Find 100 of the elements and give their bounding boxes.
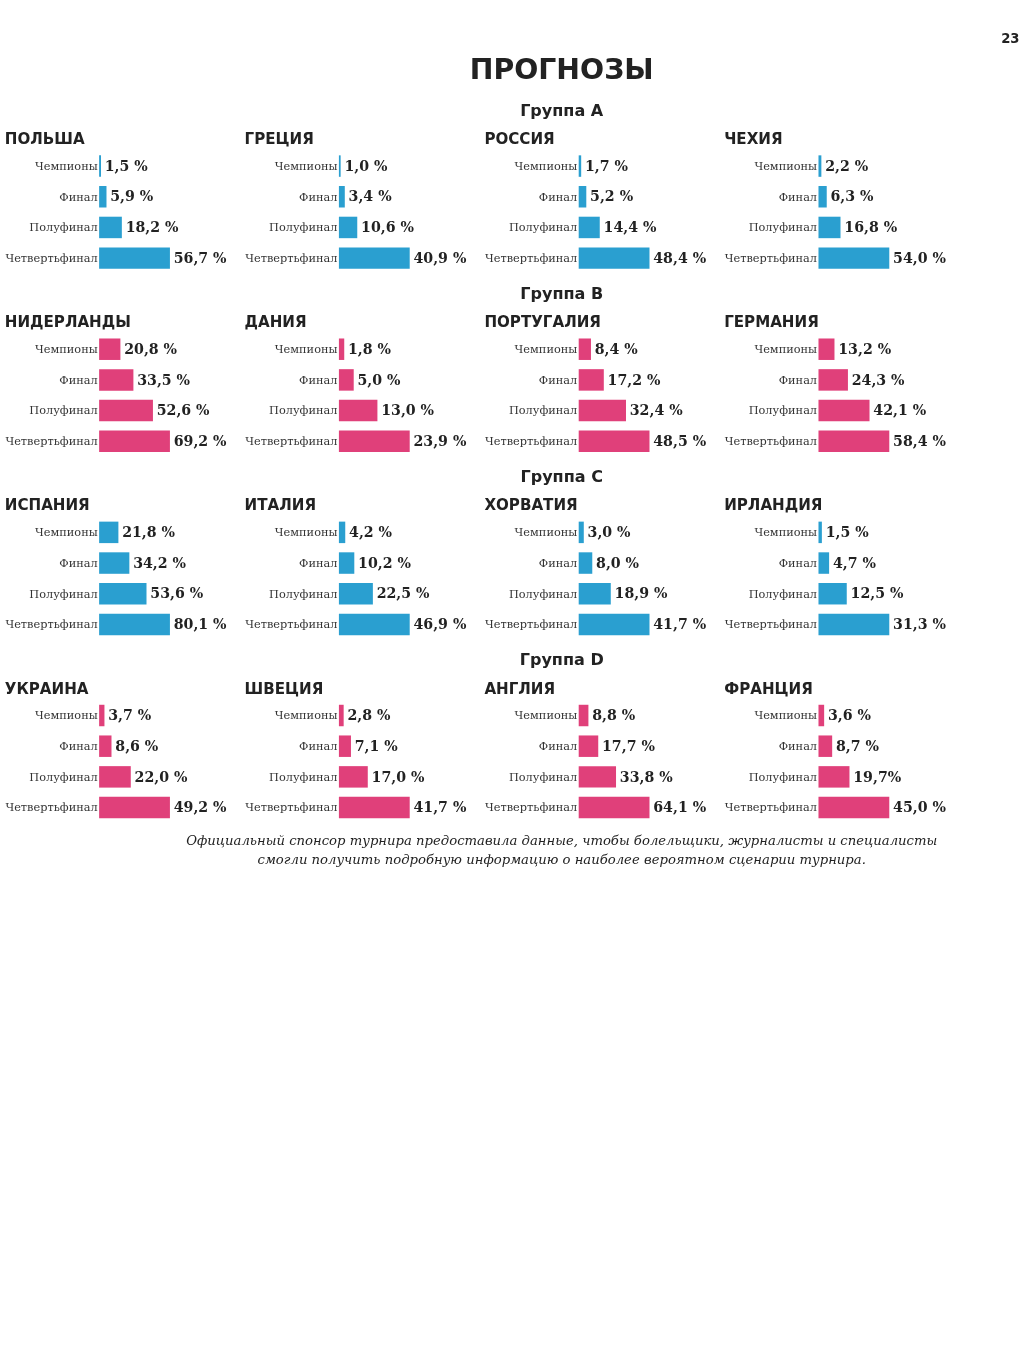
y-tick-label: Чемпионы xyxy=(754,342,818,356)
bar xyxy=(338,521,346,544)
y-tick-label: Четвертьфинал xyxy=(245,800,338,815)
y-tick-label: Четвертьфинал xyxy=(5,617,98,632)
data-label: 17,7 % xyxy=(602,737,656,754)
y-tick-label: Финал xyxy=(299,189,338,204)
data-label: 56,7 % xyxy=(173,249,228,266)
y-tick-label: Полуфинал xyxy=(29,586,98,601)
bar xyxy=(99,186,107,208)
data-label: 17,2 % xyxy=(607,371,661,388)
y-tick-label: Финал xyxy=(299,555,338,570)
y-tick-label: Чемпионы xyxy=(35,708,98,723)
y-tick-label: Полуфинал xyxy=(508,769,578,784)
y-tick-label: Чемпионы xyxy=(274,708,338,723)
bar xyxy=(99,369,134,391)
data-label: 8,4 % xyxy=(594,340,639,357)
data-label: 46,9 % xyxy=(413,616,467,633)
chart-title: ГРЕЦИЯ xyxy=(244,130,314,149)
bar xyxy=(99,521,119,544)
data-label: 5,9 % xyxy=(110,188,154,205)
bar xyxy=(818,399,870,422)
y-tick-label: Финал xyxy=(299,372,338,387)
data-label: 6,3 % xyxy=(830,188,875,205)
bar xyxy=(818,735,833,757)
data-label: 20,8 % xyxy=(124,340,178,357)
data-label: 14,4 % xyxy=(603,219,657,236)
text: ПРОГНОЗЫ xyxy=(469,52,654,86)
data-label: 33,8 % xyxy=(619,768,674,785)
y-tick-label: Полуфинал xyxy=(29,769,98,784)
y-tick-label: Четвертьфинал xyxy=(245,250,338,265)
data-label: 48,4 % xyxy=(653,249,707,266)
data-label: 22,0 % xyxy=(134,768,188,785)
y-tick-label: Чемпионы xyxy=(754,525,818,540)
y-tick-label: Полуфинал xyxy=(269,769,338,784)
y-tick-label: Четвертьфинал xyxy=(5,250,98,265)
chart-title: ИСПАНИЯ xyxy=(4,496,90,515)
y-tick-label: Полуфинал xyxy=(748,403,818,418)
chart-title: УКРАИНА xyxy=(4,679,89,698)
y-tick-label: Финал xyxy=(778,189,818,204)
chart-title: ПОРТУГАЛИЯ xyxy=(484,313,601,332)
data-label: 3,7 % xyxy=(108,707,152,724)
data-label: 4,7 % xyxy=(832,554,877,571)
bar xyxy=(99,430,170,453)
data-label: 52,6 % xyxy=(156,402,211,419)
data-label: 41,7 % xyxy=(413,799,467,816)
y-tick-label: Полуфинал xyxy=(29,403,98,418)
bar xyxy=(818,766,850,788)
bar xyxy=(99,704,105,727)
bar xyxy=(578,552,593,574)
y-tick-label: Чемпионы xyxy=(35,342,98,356)
bar xyxy=(578,247,650,269)
bar xyxy=(578,766,617,788)
y-tick-label: Финал xyxy=(778,372,818,387)
data-label: 8,7 % xyxy=(835,737,880,754)
chart-title: ШВЕЦИЯ xyxy=(244,679,324,698)
y-tick-label: Финал xyxy=(59,738,98,753)
text: Группа C xyxy=(520,467,603,486)
bar xyxy=(338,430,410,453)
bar xyxy=(338,766,368,788)
bar xyxy=(818,521,822,544)
bar xyxy=(338,552,355,574)
bar xyxy=(99,552,130,574)
bar xyxy=(338,735,351,757)
data-label: 10,6 % xyxy=(361,219,415,236)
y-tick-label: Четвертьфинал xyxy=(724,617,818,632)
data-label: 13,2 % xyxy=(838,340,892,357)
data-label: 8,6 % xyxy=(115,737,159,754)
data-label: 10,2 % xyxy=(358,554,412,571)
data-label: 22,5 % xyxy=(376,585,431,602)
bar xyxy=(818,338,835,360)
bar xyxy=(99,613,170,636)
y-tick-label: Финал xyxy=(59,372,98,387)
bar xyxy=(338,582,373,605)
chart-title: РОССИЯ xyxy=(484,130,555,149)
bar xyxy=(578,735,599,757)
bar xyxy=(338,338,345,360)
data-label: 33,5 % xyxy=(137,371,191,388)
chart-title: ПОЛЬША xyxy=(4,130,85,149)
data-label: 2,8 % xyxy=(347,707,391,724)
data-label: 31,3 % xyxy=(893,616,947,633)
y-tick-label: Финал xyxy=(59,189,98,204)
bar xyxy=(818,430,890,453)
data-label: 49,2 % xyxy=(173,799,228,816)
data-label: 5,2 % xyxy=(590,188,634,205)
y-tick-label: Полуфинал xyxy=(748,220,818,235)
bar xyxy=(99,735,112,757)
y-tick-label: Полуфинал xyxy=(29,220,98,235)
data-label: 3,4 % xyxy=(348,188,393,205)
data-label: 19,7% xyxy=(853,768,902,785)
bar xyxy=(578,582,611,605)
y-tick-label: Полуфинал xyxy=(269,220,338,235)
y-tick-label: Финал xyxy=(538,555,578,570)
y-tick-label: Четвертьфинал xyxy=(484,617,578,632)
y-tick-label: Финал xyxy=(299,738,338,753)
data-label: 53,6 % xyxy=(150,585,204,602)
data-label: 1,8 % xyxy=(348,340,392,357)
chart-title: ЧЕХИЯ xyxy=(724,130,783,149)
data-label: 1,0 % xyxy=(344,157,388,174)
data-label: 1,5 % xyxy=(825,524,870,541)
y-tick-label: Чемпионы xyxy=(754,158,818,173)
